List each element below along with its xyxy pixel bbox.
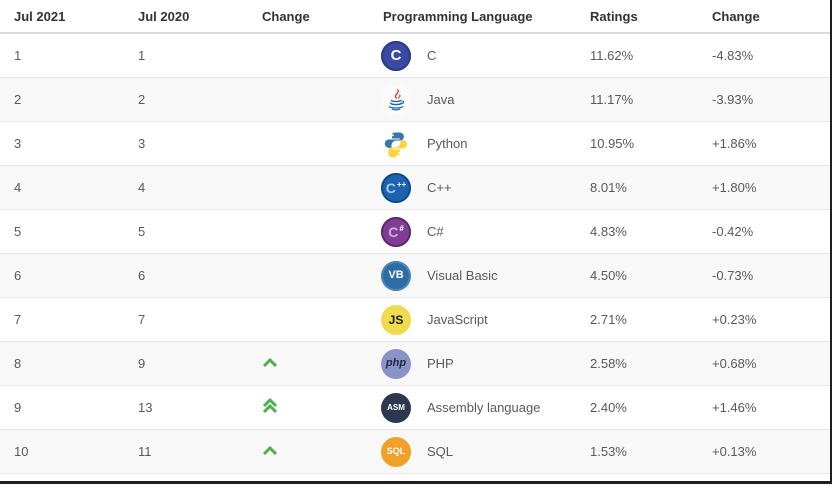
table-row: 10 11 SQL SQL 1.53% +0.13% [0, 430, 830, 474]
java-icon [381, 84, 411, 115]
table-header-row: Jul 2021 Jul 2020 Change Programming Lan… [0, 0, 830, 34]
language-cell: VB Visual Basic [369, 260, 576, 291]
python-icon [381, 129, 411, 159]
rank-2020-cell: 7 [138, 312, 146, 327]
rank-2021-cell: 3 [14, 136, 22, 151]
ratings-change-cell: +0.23% [712, 312, 757, 327]
table-row: 5 5 C # C# 4.83% -0.42% [0, 210, 830, 254]
rank-2020-cell: 13 [138, 400, 153, 415]
language-name: SQL [427, 444, 454, 459]
language-cell: Java [369, 84, 576, 115]
ratings-change-cell: +0.13% [712, 444, 757, 459]
ratings-cell: 10.95% [590, 136, 635, 151]
rank-2020-cell: 4 [138, 180, 146, 195]
rank-change-cell [248, 398, 369, 417]
table-body: 1 1 C C 11.62% -4.83% 2 2 Java 11.17% [0, 34, 830, 474]
rank-change-cell [248, 444, 369, 459]
rank-2021-cell: 4 [14, 180, 22, 195]
rank-2020-cell: 2 [138, 92, 146, 107]
php-icon: php [381, 348, 411, 379]
rank-change-cell [248, 356, 369, 371]
ratings-change-cell: -0.42% [712, 224, 754, 239]
table-row: 1 1 C C 11.62% -4.83% [0, 34, 830, 78]
language-cell: php PHP [369, 348, 576, 379]
ratings-cell: 1.53% [590, 444, 627, 459]
language-name: Visual Basic [427, 268, 498, 283]
header-programming-language: Programming Language [383, 8, 533, 24]
rank-up-icon [262, 357, 278, 368]
ratings-cell: 8.01% [590, 180, 627, 195]
c-language-icon: C [381, 40, 411, 71]
table-row: 7 7 JS JavaScript 2.71% +0.23% [0, 298, 830, 342]
ratings-cell: 2.40% [590, 400, 627, 415]
rank-2020-cell: 5 [138, 224, 146, 239]
language-cell: ASM Assembly language [369, 392, 576, 423]
ratings-change-cell: +1.80% [712, 180, 757, 195]
rank-2021-cell: 9 [14, 400, 22, 415]
rank-up-icon [262, 445, 278, 456]
table-row: 3 3 Python 10.95% +1.86% [0, 122, 830, 166]
table-row: 8 9 php PHP 2.58% +0.68% [0, 342, 830, 386]
rank-2021-cell: 1 [14, 48, 22, 63]
table-row: 9 13 ASM Assembly language 2.40% +1.46% [0, 386, 830, 430]
header-jul-2020: Jul 2020 [138, 8, 190, 24]
table-row: 2 2 Java 11.17% -3.93% [0, 78, 830, 122]
language-name: C# [427, 224, 444, 239]
rank-2021-cell: 6 [14, 268, 22, 283]
javascript-icon: JS [381, 304, 411, 335]
rank-2021-cell: 7 [14, 312, 22, 327]
language-name: PHP [427, 356, 454, 371]
ratings-cell: 11.62% [590, 48, 634, 63]
rank-2020-cell: 11 [138, 444, 152, 459]
rank-2020-cell: 3 [138, 136, 146, 151]
language-cell: C C [369, 40, 576, 71]
visual-basic-icon: VB [381, 260, 411, 291]
rank-2021-cell: 8 [14, 356, 22, 371]
rank-2020-cell: 6 [138, 268, 146, 283]
rank-2021-cell: 2 [14, 92, 22, 107]
language-name: JavaScript [427, 312, 488, 327]
table-row: 6 6 VB Visual Basic 4.50% -0.73% [0, 254, 830, 298]
language-cell: C # C# [369, 216, 576, 247]
ratings-cell: 4.50% [590, 268, 627, 283]
ratings-change-cell: -3.93% [712, 92, 754, 107]
csharp-icon: C # [381, 216, 411, 247]
header-jul-2021: Jul 2021 [14, 8, 66, 24]
language-name: Java [427, 92, 455, 107]
ratings-cell: 2.71% [590, 312, 627, 327]
rank-2021-cell: 5 [14, 224, 22, 239]
ratings-cell: 4.83% [590, 224, 627, 239]
header-ratings: Ratings [590, 8, 638, 24]
sql-icon: SQL [381, 436, 411, 467]
ratings-change-cell: -4.83% [712, 48, 754, 63]
header-rank-change: Change [262, 8, 310, 24]
cpp-icon: C ++ [381, 172, 411, 203]
rank-2021-cell: 10 [14, 444, 29, 459]
assembly-icon: ASM [381, 392, 411, 423]
rank-up-double-icon [262, 398, 278, 414]
language-name: C [427, 48, 437, 63]
ratings-cell: 2.58% [590, 356, 627, 371]
ratings-change-cell: -0.73% [712, 268, 754, 283]
rank-2020-cell: 9 [138, 356, 146, 371]
language-cell: C ++ C++ [369, 172, 576, 203]
rank-2020-cell: 1 [138, 48, 146, 63]
language-cell: SQL SQL [369, 436, 576, 467]
header-ratings-change: Change [712, 8, 760, 24]
language-name: Python [427, 136, 468, 151]
ratings-change-cell: +1.86% [712, 136, 757, 151]
language-name: Assembly language [427, 400, 541, 415]
language-cell: Python [369, 129, 576, 159]
ratings-change-cell: +0.68% [712, 356, 757, 371]
table-row: 4 4 C ++ C++ 8.01% +1.80% [0, 166, 830, 210]
language-cell: JS JavaScript [369, 304, 576, 335]
ratings-cell: 11.17% [590, 92, 634, 107]
ratings-change-cell: +1.46% [712, 400, 757, 415]
language-name: C++ [427, 180, 452, 195]
